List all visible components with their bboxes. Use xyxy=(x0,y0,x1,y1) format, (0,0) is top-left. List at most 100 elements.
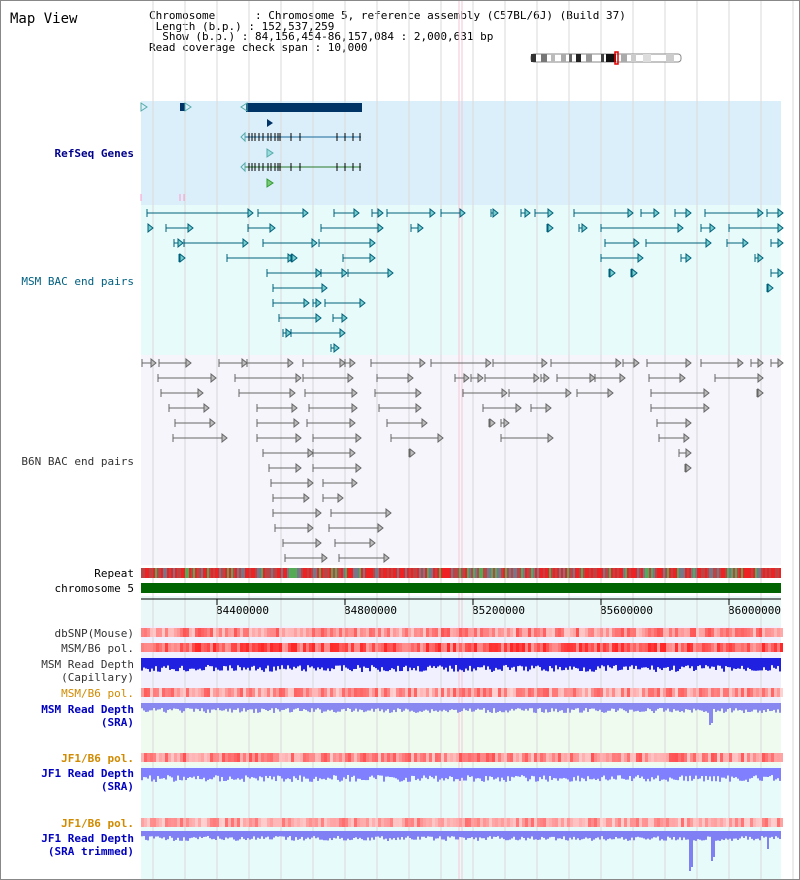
depth-bar xyxy=(243,831,245,839)
depth-bar xyxy=(247,658,249,668)
heat-cell xyxy=(651,818,654,827)
msm-pol-label-1[interactable]: MSM/B6 pol. xyxy=(61,642,134,655)
depth-bar xyxy=(447,703,449,713)
depth-bar xyxy=(683,831,685,838)
jf1-trim-label[interactable]: JF1 Read Depth (SRA trimmed) xyxy=(41,832,134,858)
depth-bar xyxy=(511,768,513,777)
repeat-segment xyxy=(689,568,691,578)
chromosome-label[interactable]: chromosome 5 xyxy=(54,582,134,595)
heat-cell xyxy=(426,753,429,762)
bac-end-arrow xyxy=(351,402,358,414)
heat-cell xyxy=(522,753,525,762)
depth-bar xyxy=(307,703,309,712)
heat-cell xyxy=(513,688,516,697)
heat-cell xyxy=(255,688,258,697)
depth-bar xyxy=(317,703,319,709)
heat-cell xyxy=(702,818,705,827)
heat-cell xyxy=(228,818,231,827)
heat-cell xyxy=(348,753,351,762)
depth-bar xyxy=(181,831,183,841)
depth-bar xyxy=(463,658,465,672)
depth-bar xyxy=(217,703,219,709)
msm-depth-sra-label[interactable]: MSM Read Depth (SRA) xyxy=(41,703,134,729)
depth-bar xyxy=(309,703,311,713)
depth-bar xyxy=(293,703,295,710)
bac-end-arrow xyxy=(369,237,376,249)
heat-cell xyxy=(333,628,336,637)
repeat-segment xyxy=(531,568,533,578)
heat-cell xyxy=(186,818,189,827)
heat-cell xyxy=(306,688,309,697)
heat-cell xyxy=(450,688,453,697)
heat-cell xyxy=(399,643,402,652)
depth-bar xyxy=(471,658,473,672)
msm-bac-label[interactable]: MSM BAC end pairs xyxy=(21,275,134,288)
depth-bar xyxy=(753,768,755,777)
depth-bar xyxy=(255,768,257,779)
depth-bar xyxy=(219,658,221,671)
depth-bar xyxy=(347,658,349,669)
repeat-segment xyxy=(733,568,735,578)
heat-cell xyxy=(576,753,579,762)
heat-cell xyxy=(585,753,588,762)
heat-cell xyxy=(675,688,678,697)
bac-end-arrow xyxy=(685,207,692,219)
repeat-label[interactable]: Repeat xyxy=(94,567,134,580)
repeat-segment xyxy=(321,568,323,578)
depth-bar xyxy=(481,768,483,782)
depth-bar xyxy=(525,831,527,841)
depth-bar xyxy=(361,768,363,781)
depth-bar xyxy=(761,703,763,713)
ideogram-band xyxy=(551,54,555,62)
refseq-genes-label[interactable]: RefSeq Genes xyxy=(54,147,134,160)
repeat-segment xyxy=(579,568,581,578)
heat-cell xyxy=(447,688,450,697)
depth-bar xyxy=(657,768,659,776)
depth-bar xyxy=(141,768,143,781)
bac-end-arrow xyxy=(307,522,314,534)
depth-bar xyxy=(553,831,555,837)
heat-cell xyxy=(666,818,669,827)
depth-bar xyxy=(261,831,263,837)
heat-cell xyxy=(702,688,705,697)
jf1-pol-label-1[interactable]: JF1/B6 pol. xyxy=(61,752,134,765)
depth-bar xyxy=(445,831,447,841)
jf1-pol-label-2[interactable]: JF1/B6 pol. xyxy=(61,817,134,830)
depth-bar xyxy=(499,703,501,711)
repeat-segment xyxy=(627,568,629,578)
depth-bar xyxy=(241,658,243,671)
dbsnp-label[interactable]: dbSNP(Mouse) xyxy=(54,627,134,640)
heat-cell xyxy=(231,643,234,652)
heat-cell xyxy=(228,643,231,652)
heat-cell xyxy=(621,753,624,762)
jf1-depth-label[interactable]: JF1 Read Depth (SRA) xyxy=(41,767,134,793)
bac-end-arrow xyxy=(653,207,660,219)
depth-bar xyxy=(647,658,649,669)
depth-bar xyxy=(397,703,399,709)
heat-cell xyxy=(273,818,276,827)
heat-cell xyxy=(483,628,486,637)
depth-bar xyxy=(553,658,555,672)
heat-cell xyxy=(630,628,633,637)
heat-cell xyxy=(753,753,756,762)
heat-cell xyxy=(732,628,735,637)
depth-bar xyxy=(173,658,175,670)
heat-cell xyxy=(204,688,207,697)
b6n-bac-label[interactable]: B6N BAC end pairs xyxy=(21,455,134,468)
heat-cell xyxy=(438,628,441,637)
depth-bar xyxy=(173,768,175,782)
depth-bar xyxy=(219,768,221,782)
repeat-segment xyxy=(607,568,609,578)
depth-bar xyxy=(277,831,279,837)
depth-bar xyxy=(219,703,221,711)
depth-bar xyxy=(521,703,523,711)
depth-bar xyxy=(491,768,493,777)
bac-end-arrow xyxy=(315,537,322,549)
heat-cell xyxy=(255,818,258,827)
heat-cell xyxy=(168,818,171,827)
msm-depth-capillary-label[interactable]: MSM Read Depth (Capillary) xyxy=(41,658,134,684)
msm-pol-label-2[interactable]: MSM/B6 pol. xyxy=(61,687,134,700)
depth-bar xyxy=(515,768,517,777)
depth-bar xyxy=(349,703,351,709)
